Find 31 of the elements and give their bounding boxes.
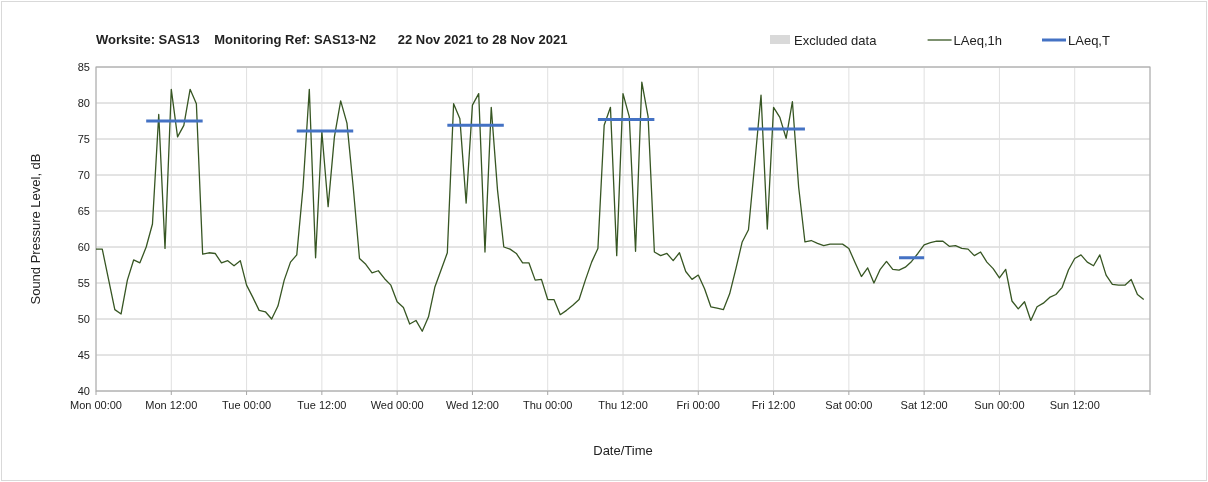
x-tick-label: Sat 12:00: [900, 399, 948, 411]
y-tick-label: 50: [77, 313, 90, 325]
y-tick-label: 65: [77, 205, 90, 217]
x-tick-label: Thu 12:00: [598, 399, 648, 411]
x-tick-label: Wed 00:00: [370, 399, 424, 411]
x-tick-label: Fri 00:00: [676, 399, 720, 411]
y-tick-label: 85: [77, 61, 90, 73]
y-tick-label: 75: [77, 133, 90, 145]
y-tick-label: 45: [77, 349, 90, 361]
y-tick-label: 80: [77, 97, 90, 109]
x-axis-title: Date/Time: [593, 443, 653, 458]
x-tick-label: Sun 00:00: [974, 399, 1025, 411]
y-tick-label: 60: [77, 241, 90, 253]
y-axis-title: Sound Pressure Level, dB: [28, 153, 43, 305]
x-tick-label: Sun 12:00: [1049, 399, 1100, 411]
x-tick-label: Fri 12:00: [751, 399, 796, 411]
x-tick-label: Tue 12:00: [297, 399, 347, 411]
x-tick-label: Mon 12:00: [145, 399, 198, 411]
legend-label: LAeq,1h: [953, 32, 1003, 48]
x-tick-label: Thu 00:00: [522, 399, 573, 411]
x-tick-label: Wed 12:00: [445, 399, 499, 411]
line-series: [95, 81, 1145, 332]
x-tick-label: Tue 00:00: [222, 399, 272, 411]
y-tick-label: 70: [77, 169, 90, 181]
chart-title: Worksite: SAS13 Monitoring Ref: SAS13-N2 22 Nov 2021 to 28 Nov 2021: [96, 32, 568, 47]
x-tick-label: Sat 00:00: [825, 399, 873, 411]
legend-label: Excluded data: [794, 32, 878, 48]
x-tick-label: Mon 00:00: [70, 399, 122, 411]
y-tick-label: 55: [77, 277, 90, 289]
y-tick-label: 40: [77, 385, 90, 397]
legend-label: LAeq,T: [1068, 32, 1110, 48]
